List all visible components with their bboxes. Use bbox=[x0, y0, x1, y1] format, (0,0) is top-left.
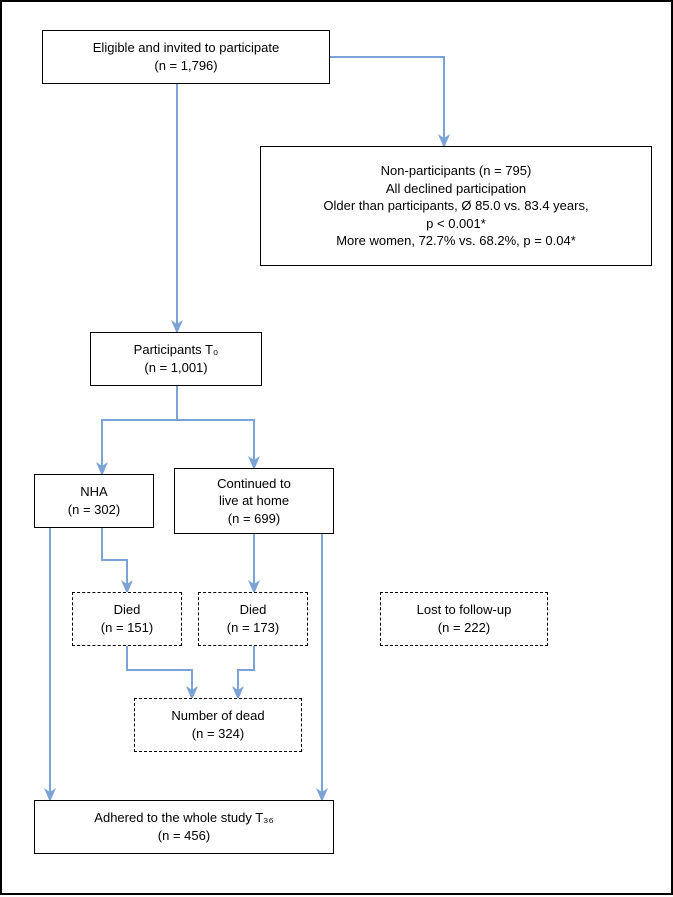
node-home-line: (n = 699) bbox=[228, 510, 280, 528]
edge-died1-to-ndead bbox=[127, 646, 192, 698]
node-nonpart: Non-participants (n = 795)All declined p… bbox=[260, 146, 652, 266]
edge-died2-to-ndead bbox=[238, 646, 254, 698]
node-nonpart-line: All declined participation bbox=[386, 180, 526, 198]
node-adhered-line: Adhered to the whole study T₃₆ bbox=[94, 809, 273, 827]
node-t0-line: (n = 1,001) bbox=[144, 359, 207, 377]
node-lost: Lost to follow-up(n = 222) bbox=[380, 592, 548, 646]
node-nonpart-line: p < 0.001* bbox=[426, 215, 486, 233]
node-nha-line: (n = 302) bbox=[68, 501, 120, 519]
node-eligible-line: (n = 1,796) bbox=[154, 57, 217, 75]
node-nonpart-line: More women, 72.7% vs. 68.2%, p = 0.04* bbox=[336, 232, 576, 250]
edge-t0-to-home bbox=[177, 386, 254, 468]
node-adhered: Adhered to the whole study T₃₆(n = 456) bbox=[34, 800, 334, 854]
node-died2-line: (n = 173) bbox=[227, 619, 279, 637]
flowchart-canvas: Eligible and invited to participate(n = … bbox=[0, 0, 673, 895]
edge-eligible-to-nonpart bbox=[330, 57, 444, 146]
node-home-line: Continued to bbox=[217, 475, 291, 493]
node-home: Continued tolive at home(n = 699) bbox=[174, 468, 334, 534]
node-nha: NHA(n = 302) bbox=[34, 474, 154, 528]
edge-t0-to-nha bbox=[102, 386, 177, 474]
node-ndead-line: Number of dead bbox=[171, 707, 264, 725]
node-ndead: Number of dead(n = 324) bbox=[134, 698, 302, 752]
edges-layer bbox=[2, 2, 673, 897]
edge-nha-to-died1 bbox=[102, 528, 127, 592]
node-died2-line: Died bbox=[240, 601, 267, 619]
node-nonpart-line: Older than participants, Ø 85.0 vs. 83.4… bbox=[323, 197, 588, 215]
node-died1: Died(n = 151) bbox=[72, 592, 182, 646]
node-t0-line: Participants T₀ bbox=[134, 341, 219, 359]
node-lost-line: Lost to follow-up bbox=[417, 601, 512, 619]
node-ndead-line: (n = 324) bbox=[192, 725, 244, 743]
node-died1-line: Died bbox=[114, 601, 141, 619]
node-t0: Participants T₀(n = 1,001) bbox=[90, 332, 262, 386]
node-home-line: live at home bbox=[219, 492, 289, 510]
node-eligible-line: Eligible and invited to participate bbox=[93, 39, 279, 57]
node-died1-line: (n = 151) bbox=[101, 619, 153, 637]
node-died2: Died(n = 173) bbox=[198, 592, 308, 646]
node-nha-line: NHA bbox=[80, 483, 107, 501]
node-lost-line: (n = 222) bbox=[438, 619, 490, 637]
node-adhered-line: (n = 456) bbox=[158, 827, 210, 845]
node-nonpart-line: Non-participants (n = 795) bbox=[381, 162, 532, 180]
node-eligible: Eligible and invited to participate(n = … bbox=[42, 30, 330, 84]
